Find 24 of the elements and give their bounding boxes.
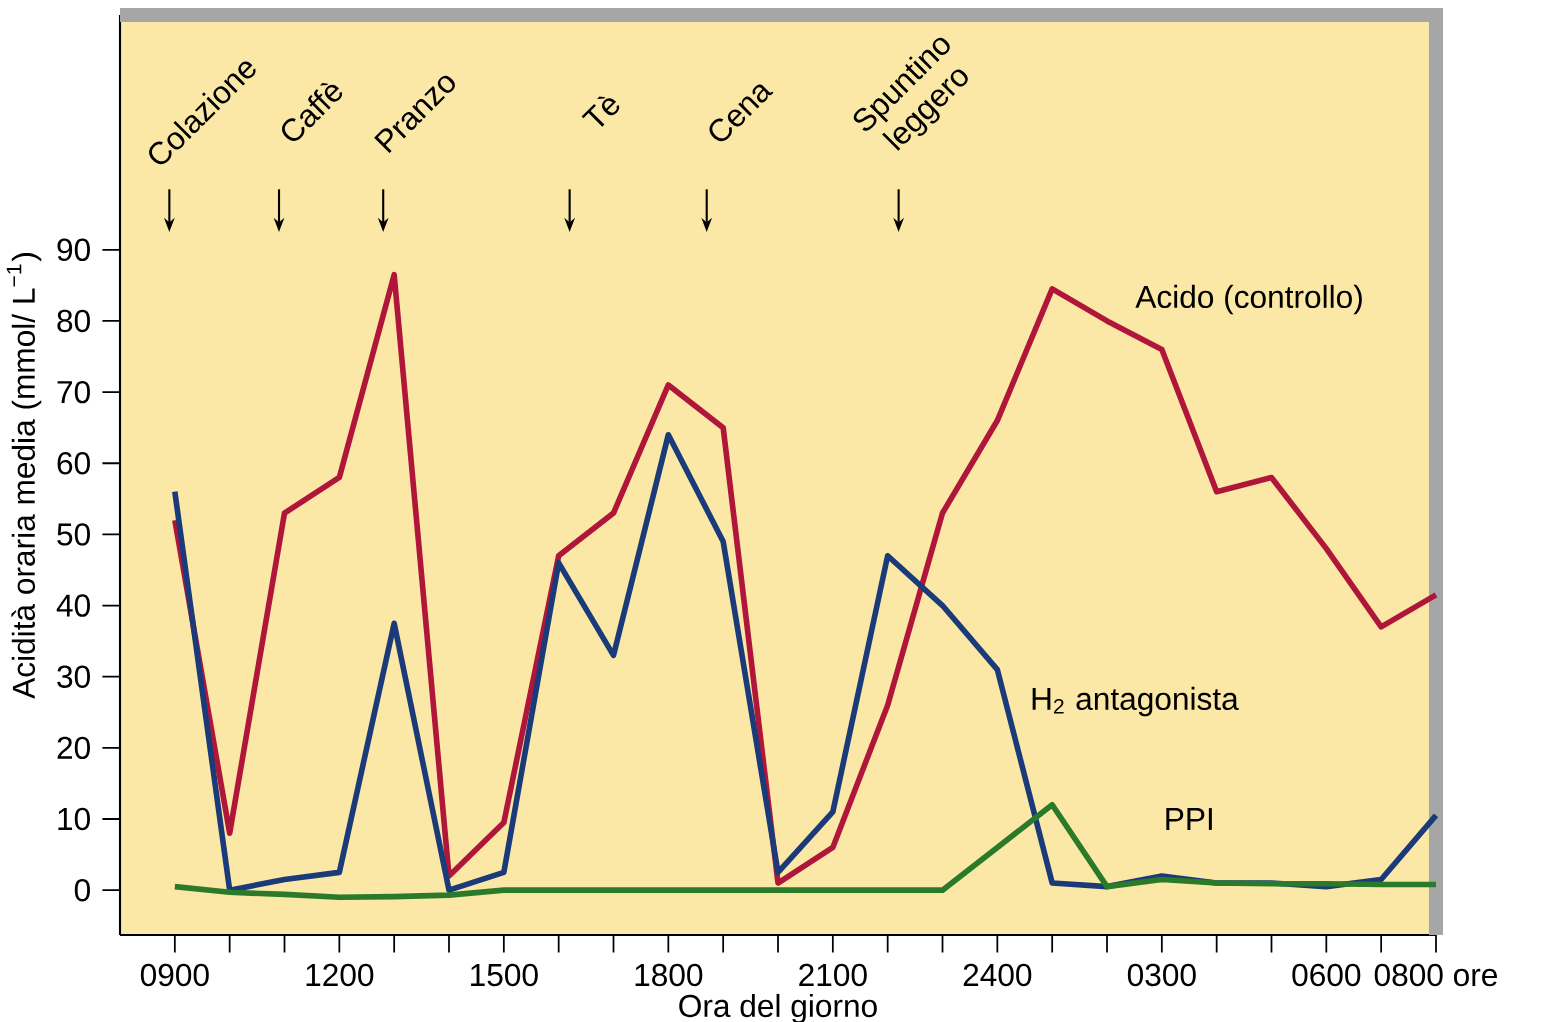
x-tick-label: 1200 (306, 963, 374, 987)
y-axis-title: Acidità oraria media (mmol/ L$^{−1}$) (6, 253, 42, 699)
x-tick-label: 0300 (1127, 963, 1196, 987)
y-tick-label: 50 (57, 523, 90, 546)
x-tick-label: 0800 ore (1374, 963, 1497, 987)
x-tick-label: 1800 (635, 963, 703, 987)
y-tick-label: 10 (58, 807, 90, 831)
x-tick-label: 1500 (471, 963, 538, 987)
y-tick-label: 30 (57, 665, 90, 688)
x-tick-label: 0600 (1292, 963, 1361, 987)
y-tick-label: 0 (74, 878, 90, 902)
y-tick-label: 80 (57, 309, 90, 333)
series-label: PPI (1166, 808, 1212, 830)
y-tick-label: 60 (57, 452, 90, 475)
series-label: H$_{2}$ antagonista (1032, 686, 1239, 717)
x-tick-label: 2400 (963, 963, 1032, 987)
y-tick-label: 20 (57, 736, 90, 760)
x-tick-label: 0900 (140, 963, 209, 987)
y-tick-label: 40 (56, 594, 90, 617)
x-tick-label: 2100 (799, 963, 867, 987)
annotation: Tè (581, 96, 620, 127)
series-label: Acido (controllo) (1135, 284, 1362, 315)
y-tick-label: 70 (57, 380, 90, 404)
y-tick-label: 90 (57, 238, 90, 262)
